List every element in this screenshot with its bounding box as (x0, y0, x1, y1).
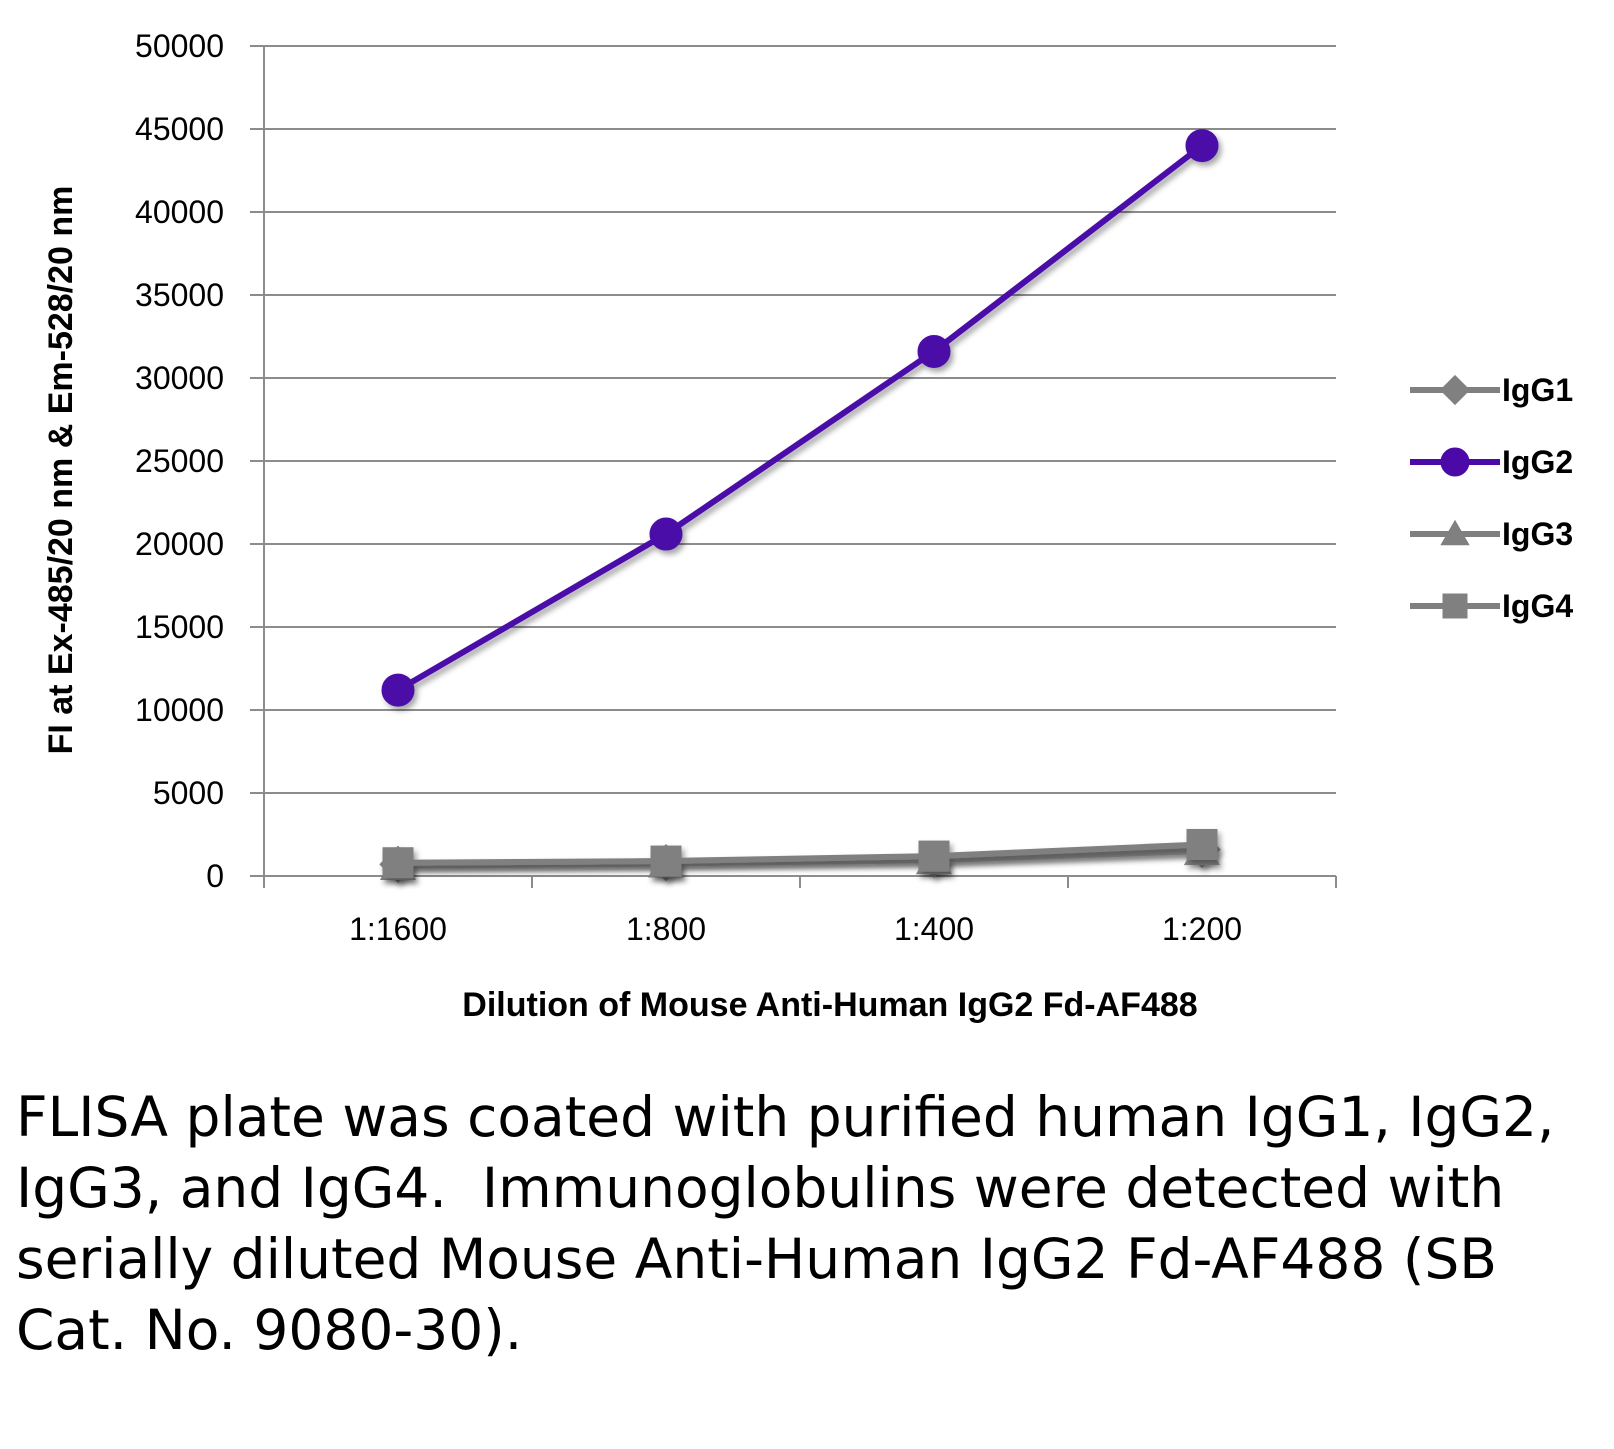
data-point-igg4 (918, 840, 950, 872)
legend-label: IgG4 (1502, 588, 1573, 624)
legend-marker (1440, 519, 1470, 546)
data-point-igg2 (917, 334, 951, 368)
legend-marker (1439, 374, 1471, 406)
data-point-igg4 (650, 845, 682, 877)
series-igg4 (382, 828, 1218, 879)
y-tick-label: 35000 (135, 277, 224, 313)
x-tick-label: 1:200 (1162, 911, 1242, 947)
y-tick-label: 45000 (135, 111, 224, 147)
y-tick-label: 15000 (135, 609, 224, 645)
series-igg2 (381, 129, 1219, 707)
legend-label: IgG3 (1502, 516, 1573, 552)
chart: 0 5000 10000 15000 20000 25000 30000 35000 40000… (42, 28, 1573, 1024)
legend-label: IgG2 (1502, 444, 1573, 480)
y-tick-label: 50000 (135, 28, 224, 64)
y-tick-label: 20000 (135, 526, 224, 562)
legend-entry-igg2: IgG2 (1410, 444, 1573, 480)
legend-marker (1440, 447, 1470, 477)
y-axis-title: FI at Ex-485/20 nm & Em-528/20 nm (42, 186, 80, 755)
y-tick-label: 25000 (135, 443, 224, 479)
y-tick-label: 0 (206, 858, 224, 894)
data-point-igg4 (1186, 828, 1218, 860)
caption: FLISA plate was coated with purified hum… (16, 1085, 1573, 1362)
data-point-igg2 (1185, 129, 1219, 163)
series-line-igg2 (396, 143, 1204, 693)
y-tick-label: 30000 (135, 360, 224, 396)
y-tick-label: 10000 (135, 692, 224, 728)
data-point-igg2 (381, 673, 415, 707)
x-tick-label: 1:1600 (349, 911, 447, 947)
legend-entry-igg3: IgG3 (1410, 516, 1573, 552)
y-tick-label: 5000 (153, 775, 224, 811)
data-point-igg2 (649, 517, 683, 551)
x-tick-label: 1:800 (626, 911, 706, 947)
legend-entry-igg4: IgG4 (1410, 588, 1573, 624)
legend-entry-igg1: IgG1 (1410, 372, 1573, 408)
legend-label: IgG1 (1502, 372, 1573, 408)
series-line-igg4 (397, 841, 1203, 866)
y-tick-label: 40000 (135, 194, 224, 230)
legend-marker (1442, 593, 1468, 619)
x-tick-label: 1:400 (894, 911, 974, 947)
x-axis-title: Dilution of Mouse Anti-Human IgG2 Fd-AF4… (462, 986, 1197, 1024)
data-point-igg4 (382, 847, 414, 879)
